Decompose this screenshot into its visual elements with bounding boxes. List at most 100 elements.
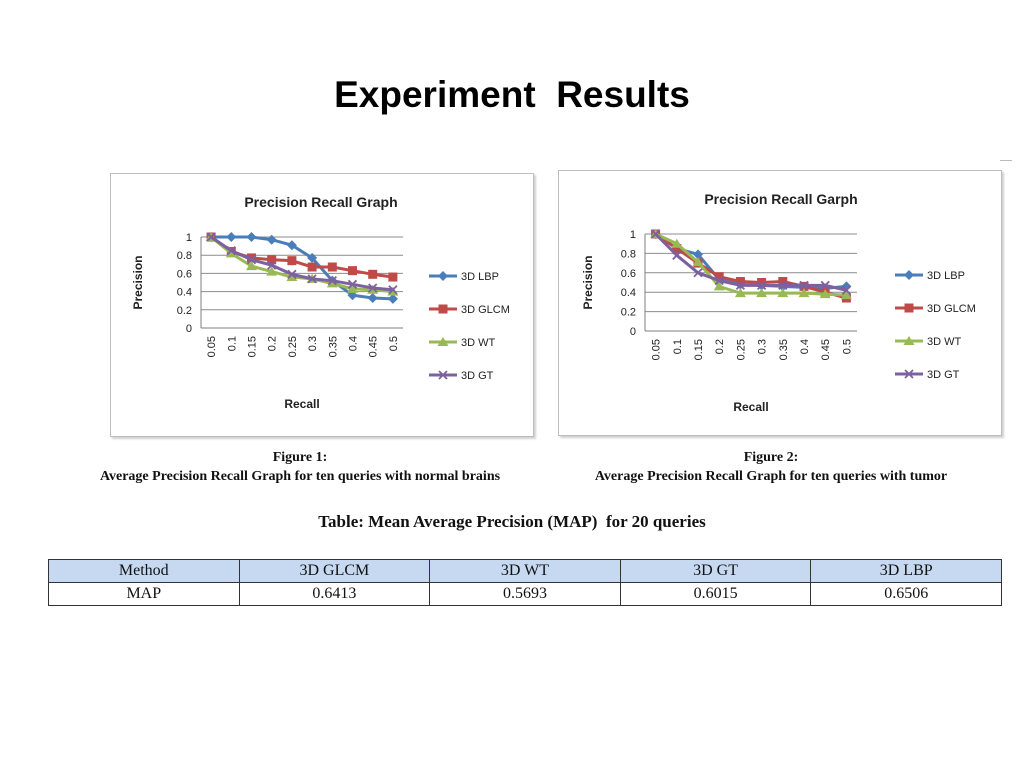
legend-entry: 3D GLCM	[895, 303, 976, 315]
x-tick-label: 0.2	[267, 336, 279, 351]
data-point	[266, 266, 278, 276]
x-tick-label: 0.15	[247, 336, 259, 357]
map-table: Method 3D GLCM 3D WT 3D GT 3D LBP MAP 0.…	[48, 559, 1002, 606]
data-point	[735, 277, 745, 287]
y-tick-label: 0.4	[621, 287, 636, 299]
table-cell: MAP	[48, 582, 240, 606]
data-point	[246, 232, 257, 242]
data-point	[714, 275, 724, 286]
legend-label: 3D WT	[461, 337, 496, 349]
x-tick-label: 0.3	[757, 339, 769, 354]
y-tick-label: 0.2	[177, 305, 192, 317]
x-axis-label: Recall	[284, 397, 319, 411]
table-cell: 0.6506	[810, 582, 1002, 606]
x-axis-label: Recall	[733, 400, 768, 414]
x-tick-label: 0.3	[307, 336, 319, 351]
x-tick-label: 0.4	[348, 336, 360, 351]
data-point	[225, 248, 237, 258]
x-tick-label: 0.25	[287, 336, 299, 357]
data-point	[650, 229, 661, 239]
figure-1-caption-text: Average Precision Recall Graph for ten q…	[99, 469, 501, 484]
legend-label: 3D GLCM	[927, 303, 976, 315]
legend-entry: 3D LBP	[895, 270, 965, 282]
x-tick-label: 0.1	[672, 339, 684, 354]
data-point	[266, 234, 277, 245]
legend-marker	[438, 370, 448, 380]
data-point	[692, 257, 704, 267]
table-header-cell: 3D GLCM	[238, 559, 431, 583]
series-line	[654, 232, 847, 297]
data-point	[307, 274, 317, 284]
legend-entry: 3D GLCM	[429, 304, 510, 316]
data-point	[286, 240, 297, 251]
series-line	[654, 232, 847, 300]
data-point	[307, 262, 317, 272]
table-header-cell: Method	[48, 559, 240, 583]
legend-label: 3D WT	[927, 336, 962, 348]
data-point	[368, 269, 378, 279]
series-3d-gt	[206, 232, 398, 295]
data-point	[327, 262, 337, 272]
data-point	[388, 285, 398, 295]
figure-1-caption-title: Figure 1:	[272, 450, 328, 465]
x-tick-label: 0.5	[388, 336, 400, 351]
x-tick-label: 0.25	[735, 339, 747, 360]
data-point	[226, 246, 236, 256]
data-point	[756, 288, 768, 298]
legend-marker	[438, 271, 448, 281]
series-line	[210, 235, 394, 292]
data-point	[348, 266, 357, 276]
legend-marker	[438, 304, 448, 314]
y-tick-label: 1	[186, 232, 192, 244]
series-3d-lbp	[650, 229, 852, 294]
x-tick-label: 0.45	[820, 339, 832, 360]
data-point	[756, 280, 767, 291]
data-point	[206, 232, 216, 242]
figure-2-caption-text: Average Precision Recall Graph for ten q…	[594, 469, 948, 484]
data-point	[226, 232, 237, 242]
data-point	[693, 268, 703, 278]
table-header-cell: 3D WT	[429, 559, 621, 583]
data-point	[671, 238, 683, 248]
x-tick-label: 0.1	[226, 336, 238, 351]
figure-1-caption: Figure 1: Average Precision Recall Graph…	[56, 448, 544, 486]
x-tick-label: 0.05	[206, 336, 218, 357]
legend-entry: 3D WT	[429, 337, 496, 349]
chart-1-svg: Precision Recall Graph 0 0.2 0.4 0.6 0.8 1 0.05…	[131, 194, 510, 411]
data-point	[367, 292, 378, 303]
legend-label: 3D LBP	[927, 270, 965, 282]
data-point	[672, 250, 682, 260]
table-row: MAP 0.6413 0.5693 0.6015 0.6506	[48, 582, 1002, 606]
x-tick-label: 0.35	[327, 336, 339, 357]
series-line	[211, 235, 393, 301]
x-tick-label: 0.15	[693, 339, 705, 360]
y-axis-label: Precision	[581, 255, 595, 309]
x-tick-label: 0.35	[778, 339, 790, 360]
legend-entry: 3D LBP	[429, 271, 499, 283]
data-point	[819, 289, 831, 299]
data-point	[841, 285, 852, 295]
legend-label: 3D GLCM	[461, 304, 510, 316]
data-point	[778, 280, 788, 291]
y-tick-label: 0.8	[621, 248, 636, 260]
data-point	[387, 293, 398, 304]
table-cell: 0.6015	[619, 582, 812, 606]
decorative-line	[1000, 160, 1012, 161]
legend-marker	[437, 337, 449, 346]
chart-2-panel: Precision Recall Garph 0 0.2 0.4 0.6 0.8 1 0.05…	[558, 170, 1002, 436]
data-point	[777, 288, 789, 298]
data-point	[734, 288, 746, 298]
chart-1-panel: Precision Recall Graph 0 0.2 0.4 0.6 0.8 1 0.05…	[110, 173, 534, 437]
data-point	[714, 272, 724, 282]
data-point	[757, 278, 767, 287]
y-tick-label: 0	[186, 323, 192, 335]
data-point	[247, 253, 256, 263]
y-tick-label: 0.6	[621, 268, 636, 280]
legend-marker	[904, 369, 914, 379]
legend-label: 3D LBP	[461, 271, 499, 283]
legend-marker	[904, 303, 914, 313]
y-axis-label: Precision	[131, 255, 145, 309]
y-tick-label: 0	[630, 326, 636, 338]
x-tick-label: 0.4	[799, 339, 811, 354]
data-point	[347, 279, 358, 289]
